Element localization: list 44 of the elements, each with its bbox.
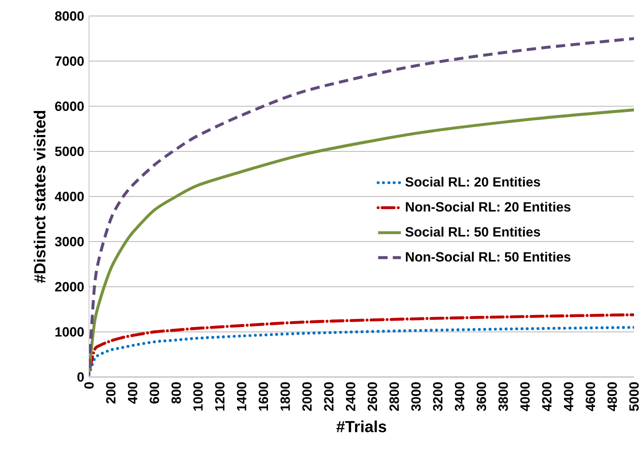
line-series xyxy=(89,313,634,374)
x-tick-label: 4600 xyxy=(586,382,596,412)
x-tick-label: 1400 xyxy=(236,382,246,411)
x-tick-label: 200 xyxy=(106,382,116,404)
x-tick-label: 2600 xyxy=(368,382,378,411)
line-series xyxy=(89,108,634,374)
x-tick-label: 4800 xyxy=(607,382,617,412)
x-tick-label: 3600 xyxy=(476,382,486,412)
x-tick-label: 1600 xyxy=(258,382,268,411)
x-tick-label: 4400 xyxy=(564,382,574,412)
x-tick-label: 3800 xyxy=(498,382,508,412)
x-tick-label: 3400 xyxy=(454,382,464,412)
y-tick-label: 7000 xyxy=(55,56,84,66)
legend-label: Social RL: 20 Entities xyxy=(405,176,540,187)
x-tick-label: 4200 xyxy=(542,382,552,412)
line-series xyxy=(89,37,634,370)
x-tick-label: 1000 xyxy=(193,382,203,411)
y-tick-label: 3000 xyxy=(54,236,84,246)
x-tick-label: 1200 xyxy=(215,382,225,411)
y-tick-label: 0 xyxy=(77,372,84,382)
x-tick-label: 0 xyxy=(84,382,94,389)
x-tick-label: 2800 xyxy=(389,382,399,411)
y-tick-label: 5000 xyxy=(55,146,84,156)
y-tick-label: 1000 xyxy=(55,327,84,337)
legend-label: Social RL: 50 Entities xyxy=(405,226,540,237)
x-tick-label: 3000 xyxy=(411,382,421,412)
x-tick-label: 2000 xyxy=(302,382,312,411)
legend-label: Non-Social RL: 20 Entities xyxy=(406,202,570,212)
y-tick-label: 2000 xyxy=(55,282,84,292)
y-tick-label: 6000 xyxy=(55,102,84,111)
x-tick-label: 2200 xyxy=(324,382,334,411)
x-tick-label: 800 xyxy=(171,382,181,404)
x-tick-label: 3200 xyxy=(433,382,443,412)
y-tick-label: 4000 xyxy=(54,192,84,202)
x-axis-title: #Trials xyxy=(336,420,386,432)
x-tick-label: 1800 xyxy=(280,382,290,411)
x-tick-label: 4000 xyxy=(520,382,530,412)
y-tick-label: 8000 xyxy=(55,11,84,21)
x-tick-label: 2400 xyxy=(346,382,356,411)
legend-label: Non-Social RL: 50 Entities xyxy=(406,252,570,262)
x-tick-label: 5000 xyxy=(629,382,639,411)
y-axis-title: #Distinct states visited xyxy=(34,110,46,283)
x-tick-label: 600 xyxy=(150,382,160,404)
x-tick-label: 400 xyxy=(128,382,138,404)
